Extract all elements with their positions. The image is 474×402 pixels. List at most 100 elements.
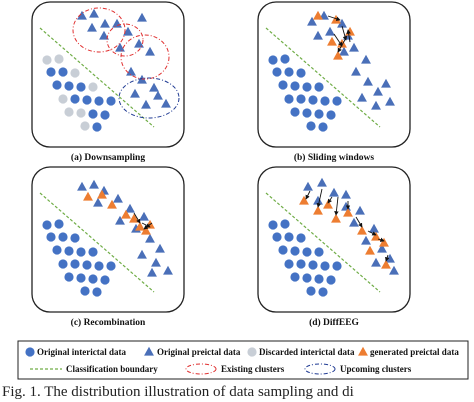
generated-point — [97, 189, 107, 199]
preictal-point — [149, 82, 159, 92]
legend-upcoming-swatch — [304, 363, 336, 375]
interictal-point — [58, 67, 68, 77]
interictal-point — [278, 80, 288, 90]
generation-arrow — [327, 196, 333, 204]
discarded-point — [42, 55, 52, 65]
generated-point — [313, 10, 323, 20]
interictal-point — [58, 259, 68, 269]
interictal-point — [332, 96, 342, 106]
generated-point — [357, 225, 367, 235]
preictal-point — [349, 42, 359, 52]
legend-generated-label: generated preictal data — [370, 347, 459, 357]
discarded-point — [80, 121, 90, 131]
preictal-point — [373, 86, 383, 96]
interictal-point — [296, 233, 306, 243]
interictal-point — [284, 94, 294, 104]
preictal-point — [155, 243, 165, 253]
legend-interictal-label: Original interictal data — [37, 347, 126, 357]
generated-point — [333, 50, 343, 60]
discarded-point — [58, 94, 68, 104]
preictal-point — [317, 177, 327, 187]
interictal-point — [64, 81, 74, 91]
generated-point — [343, 207, 353, 217]
interictal-point — [52, 80, 62, 90]
preictal-point — [303, 181, 313, 191]
interictal-point — [306, 286, 316, 296]
preictal-point — [134, 38, 144, 48]
generated-point — [83, 191, 93, 201]
interictal-point — [272, 232, 282, 242]
interictal-point — [284, 259, 294, 269]
interictal-point — [318, 287, 328, 297]
discarded-point — [76, 108, 86, 118]
interictal-point — [42, 220, 52, 230]
generation-arrow — [327, 15, 341, 21]
legend-interictal-swatch — [25, 347, 35, 357]
preictal-point — [115, 42, 125, 52]
interictal-point — [94, 96, 104, 106]
panel-a: (a) Downsampling — [31, 1, 185, 163]
preictal-point — [100, 18, 110, 28]
preictal-point — [145, 233, 155, 243]
generated-point — [107, 199, 117, 209]
generation-arrow — [377, 237, 385, 242]
interictal-point — [88, 247, 98, 257]
interictal-point — [46, 232, 56, 242]
preictal-point — [145, 46, 155, 56]
generated-point — [323, 199, 333, 209]
interictal-point — [268, 220, 278, 230]
interictal-point — [76, 82, 86, 92]
interictal-point — [100, 110, 110, 120]
generated-point — [135, 221, 145, 231]
interictal-point — [106, 261, 116, 271]
interictal-point — [290, 107, 300, 117]
generated-point — [121, 209, 131, 219]
interictal-point — [296, 259, 306, 269]
interictal-point — [284, 67, 294, 77]
preictal-point — [385, 96, 395, 106]
interictal-point — [314, 247, 324, 257]
classification-boundary — [265, 192, 381, 293]
interictal-point — [326, 110, 336, 120]
preictal-point — [361, 54, 371, 64]
legend-boundary-label: Classification boundary — [66, 364, 158, 374]
preictal-point — [307, 16, 317, 26]
panel-b: (b) Sliding windows — [257, 1, 411, 163]
interictal-point — [64, 272, 74, 282]
discarded-point — [54, 54, 64, 64]
generation-arrow — [316, 188, 323, 208]
generated-point — [141, 225, 151, 235]
generated-point — [331, 213, 341, 223]
interictal-point — [52, 245, 62, 255]
generated-point — [299, 195, 309, 205]
preictal-point — [112, 18, 122, 28]
legend-existing-label: Existing clusters — [221, 364, 285, 374]
preictal-point — [377, 243, 387, 253]
legend-generated-swatch — [358, 346, 368, 356]
interictal-point — [290, 272, 300, 282]
generation-arrow — [305, 190, 311, 200]
interictal-point — [280, 54, 290, 64]
panel-caption: (c) Recombination — [71, 317, 146, 328]
preictal-point — [137, 249, 147, 259]
interictal-point — [70, 233, 80, 243]
interictal-point — [308, 260, 318, 270]
interictal-point — [302, 82, 312, 92]
interictal-point — [278, 245, 288, 255]
interictal-point — [76, 273, 86, 283]
interictal-point — [296, 94, 306, 104]
preictal-point — [137, 12, 147, 22]
interictal-point — [302, 273, 312, 283]
preictal-point — [325, 26, 335, 36]
generated-point — [313, 205, 323, 215]
preictal-point — [357, 92, 367, 102]
interictal-point — [306, 121, 316, 131]
preictal-point — [371, 257, 381, 267]
panel-caption: (b) Sliding windows — [294, 152, 375, 163]
preictal-point — [126, 66, 136, 76]
preictal-point — [147, 267, 157, 277]
interictal-point — [46, 67, 56, 77]
panel-caption: (a) Downsampling — [71, 152, 145, 163]
interictal-point — [320, 96, 330, 106]
